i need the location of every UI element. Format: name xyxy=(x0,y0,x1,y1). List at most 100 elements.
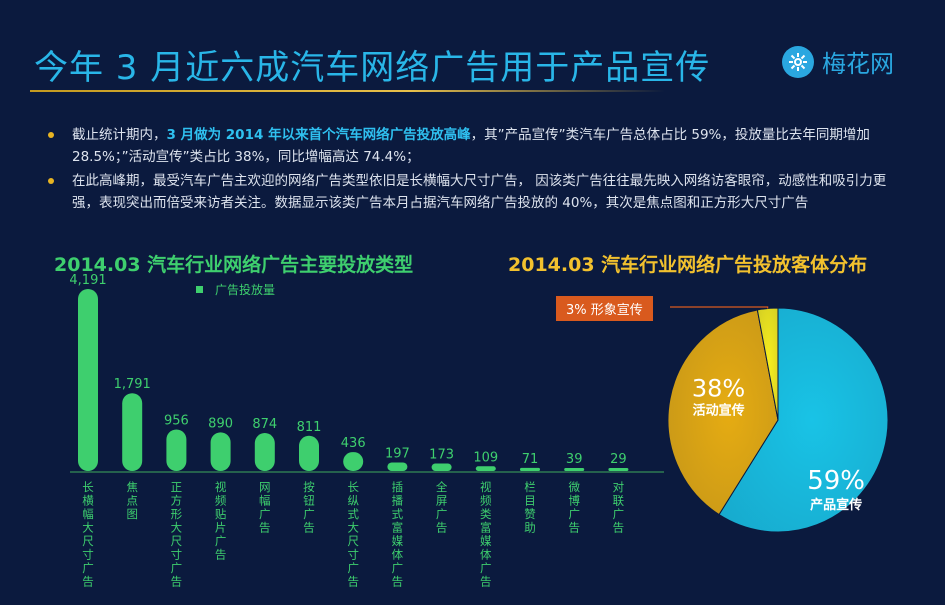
x-tick-char: 告 xyxy=(215,548,227,562)
x-tick-char: 体 xyxy=(392,548,404,562)
x-tick-char: 贴 xyxy=(215,507,227,521)
x-tick-char: 大 xyxy=(82,521,94,535)
x-tick-char: 广 xyxy=(480,561,492,575)
x-tick-char: 按 xyxy=(303,480,315,494)
legend-swatch xyxy=(196,286,203,293)
bar-data-label: 197 xyxy=(385,446,410,461)
pie-slice xyxy=(718,307,889,533)
bar xyxy=(475,466,496,471)
x-tick-char: 告 xyxy=(480,575,492,589)
x-tick-char: 长 xyxy=(82,480,94,494)
brand-logo: 梅花网 xyxy=(782,44,894,79)
x-tick-char: 插 xyxy=(392,480,404,494)
x-tick-char: 告 xyxy=(392,575,404,589)
pie-category-label: 活动宣传 xyxy=(693,402,745,418)
bar xyxy=(122,393,143,471)
bar xyxy=(254,433,275,471)
x-tick-char: 目 xyxy=(524,494,536,508)
bar xyxy=(166,429,187,471)
x-tick-char: 广 xyxy=(436,507,448,521)
x-tick-char: 屏 xyxy=(436,494,448,508)
x-tick-char: 告 xyxy=(347,575,359,589)
x-tick-char: 媒 xyxy=(480,534,492,548)
x-tick-char: 博 xyxy=(568,494,580,508)
x-tick-char: 告 xyxy=(82,575,94,589)
x-tick-char: 告 xyxy=(303,521,315,535)
x-tick-char: 广 xyxy=(303,507,315,521)
x-tick-char: 纵 xyxy=(347,494,359,508)
page-title: 今年 3 月近六成汽车网络广告用于产品宣传 xyxy=(34,48,711,88)
x-tick-char: 告 xyxy=(171,575,183,589)
pie-value-label: 38% xyxy=(692,374,745,402)
x-tick-char: 寸 xyxy=(82,548,94,562)
x-tick-char: 播 xyxy=(392,494,404,508)
x-tick-char: 广 xyxy=(347,561,359,575)
x-tick-char: 大 xyxy=(347,521,359,535)
x-tick-char: 图 xyxy=(126,507,138,521)
x-tick-char: 广 xyxy=(613,507,625,521)
bullet-text: 在此高峰期，最受汽车广告主欢迎的网络广告类型依旧是长横幅大尺寸广告， 因该类广告… xyxy=(72,173,887,211)
x-tick-char: 联 xyxy=(613,494,625,508)
x-tick-label: 焦点图 xyxy=(126,480,138,521)
x-tick-char: 横 xyxy=(82,494,94,508)
x-tick-char: 点 xyxy=(126,494,138,508)
x-tick-char: 告 xyxy=(613,521,625,535)
x-tick-char: 尺 xyxy=(171,534,183,548)
bar xyxy=(564,468,585,471)
x-tick-char: 类 xyxy=(480,507,492,521)
title-underline xyxy=(30,90,665,92)
x-tick-char: 视 xyxy=(215,480,227,494)
pie-slice xyxy=(756,307,779,421)
x-tick-char: 尺 xyxy=(82,534,94,548)
x-tick-char: 网 xyxy=(259,480,271,494)
logo-text: 梅花网 xyxy=(822,50,894,78)
x-tick-char: 尺 xyxy=(347,534,359,548)
bar-data-label: 436 xyxy=(341,436,366,451)
x-tick-char: 幅 xyxy=(259,494,271,508)
x-tick-char: 式 xyxy=(347,507,359,521)
x-tick-char: 富 xyxy=(480,521,492,535)
bullet-item: 截止统计期内，3 月做为 2014 年以来首个汽车网络广告投放高峰，其”产品宣传… xyxy=(48,124,908,168)
x-tick-char: 广 xyxy=(171,561,183,575)
x-tick-char: 广 xyxy=(82,561,94,575)
plum-blossom-icon xyxy=(782,45,814,78)
bar-data-label: 71 xyxy=(522,452,539,467)
x-tick-char: 钮 xyxy=(303,494,315,508)
x-tick-char: 全 xyxy=(436,480,448,494)
bar-data-label: 39 xyxy=(566,452,583,467)
bar-data-label: 890 xyxy=(208,416,233,431)
bar xyxy=(210,432,231,471)
pie-value-label: 59% xyxy=(807,466,865,496)
x-tick-char: 广 xyxy=(215,534,227,548)
bar xyxy=(431,463,452,471)
bar xyxy=(299,435,319,471)
x-tick-label: 正方形大尺寸广告 xyxy=(171,480,183,589)
bar-data-label: 173 xyxy=(429,447,454,462)
x-tick-char: 告 xyxy=(568,521,580,535)
x-tick-char: 焦 xyxy=(126,480,138,494)
bar xyxy=(608,468,629,471)
x-tick-char: 式 xyxy=(392,507,404,521)
x-tick-char: 赞 xyxy=(524,507,536,521)
x-tick-char: 幅 xyxy=(82,507,94,521)
bullet-dot-icon xyxy=(48,178,54,184)
x-tick-char: 形 xyxy=(171,507,183,521)
x-tick-char: 助 xyxy=(524,521,536,535)
bullet-highlight: 3 月做为 2014 年以来首个汽车网络广告投放高峰 xyxy=(166,127,471,143)
x-tick-char: 广 xyxy=(568,507,580,521)
x-tick-char: 富 xyxy=(392,521,404,535)
bar-chart-title: 2014.03 汽车行业网络广告主要投放类型 xyxy=(54,254,414,276)
bullet-item: 在此高峰期，最受汽车广告主欢迎的网络广告类型依旧是长横幅大尺寸广告， 因该类广告… xyxy=(48,170,908,214)
bar-data-label: 811 xyxy=(297,420,322,435)
bar xyxy=(387,462,408,471)
bar-data-label: 874 xyxy=(252,417,277,432)
bar-data-label: 4,191 xyxy=(69,273,106,288)
